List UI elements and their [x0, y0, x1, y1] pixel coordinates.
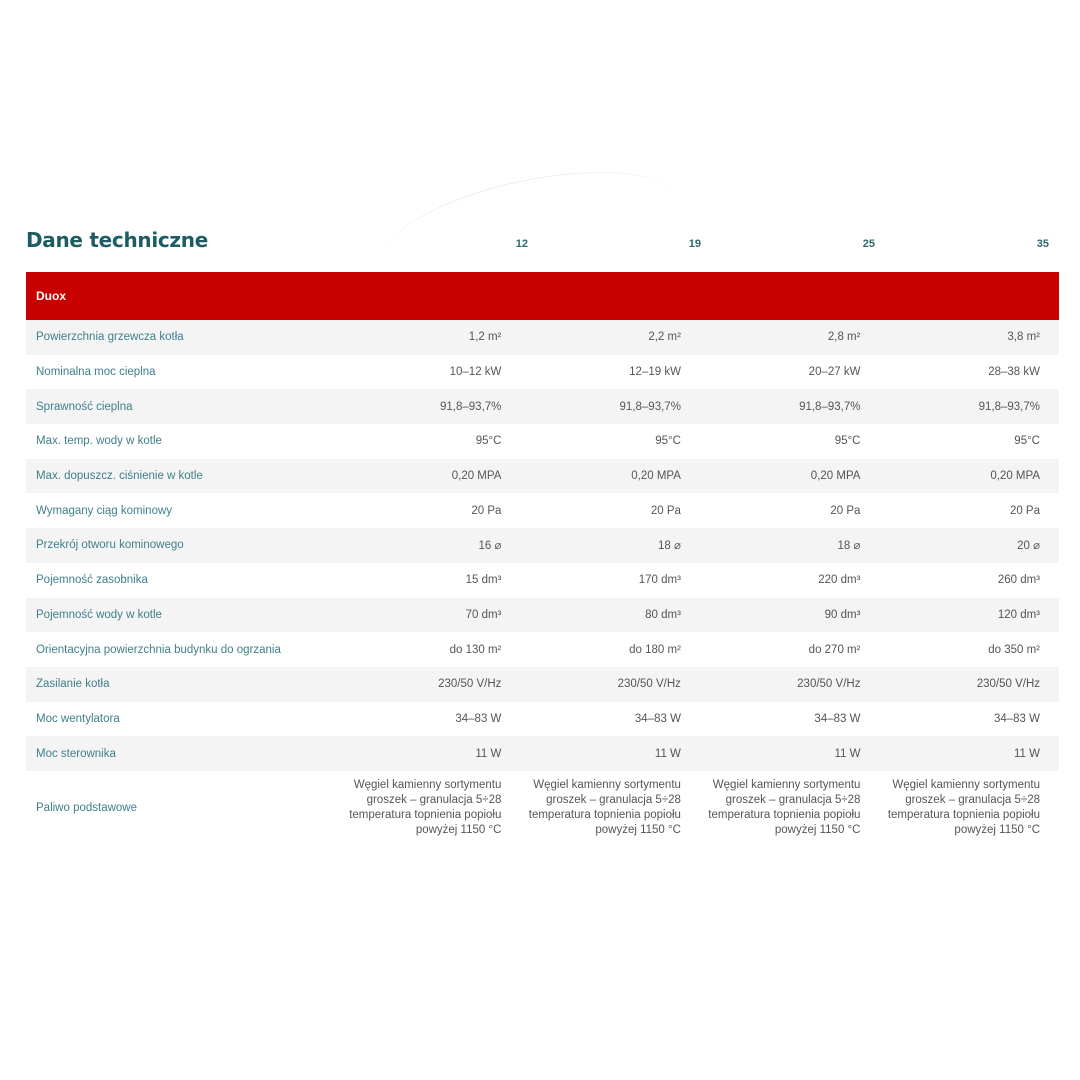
- row-label: Zasilanie kotła: [26, 666, 341, 702]
- cell-value: Węgiel kamienny sortymentu groszek – gra…: [887, 779, 1040, 837]
- table-row: Paliwo podstawowe Węgiel kamienny sortyme…: [26, 771, 1059, 846]
- cell-value: 260 dm³: [997, 574, 1040, 587]
- row-label: Wymagany ciąg kominowy: [36, 504, 173, 517]
- table-row: Moc sterownika 11 W 11 W 11 W 11 W: [26, 736, 1059, 771]
- table-row: Przekrój otworu kominowego 16 ⌀ 18 ⌀ 18 ⌀ 20…: [26, 528, 1059, 563]
- cell-value: 18 ⌀: [520, 528, 700, 563]
- table-row: Orientacyjna powierzchnia budynku do ogr…: [26, 632, 1059, 667]
- row-label: Pojemność zasobnika: [36, 574, 148, 587]
- cell-value: 11 W: [699, 736, 880, 771]
- table-row: Powierzchnia grzewcza kotła 1,2 m² 2,2 m² 2…: [26, 320, 1059, 355]
- cell-value: 20 Pa: [1009, 504, 1040, 517]
- row-label: Moc wentylatora: [36, 712, 120, 725]
- row-label: Przekrój otworu kominowego: [26, 528, 341, 563]
- cell-value: 91,8–93,7%: [520, 389, 700, 425]
- page-title: Dane techniczne: [26, 228, 208, 252]
- cell-value: 34–83 W: [455, 712, 502, 725]
- cell-value: 10–12 kW: [449, 366, 502, 379]
- row-label: Moc sterownika: [26, 736, 341, 771]
- cell-value: Węgiel kamienny sortymentu groszek – gra…: [708, 779, 861, 837]
- table-row: Wymagany ciąg kominowy 20 Pa 20 Pa 20 Pa 20 …: [26, 493, 1059, 528]
- cell-value: 220 dm³: [818, 574, 861, 587]
- cell-value: 1,2 m²: [340, 320, 521, 355]
- column-header-25: 25: [862, 238, 875, 250]
- table-row: Moc wentylatora 34–83 W 34–83 W 34–83 W 34–8…: [26, 702, 1059, 737]
- row-label: Pojemność wody w kotle: [26, 597, 341, 633]
- cell-value: do 180 m²: [629, 643, 681, 656]
- cell-value: 11 W: [879, 736, 1059, 771]
- column-header-19: 19: [688, 238, 701, 250]
- technical-data-table: Duox Powierzchnia grzewcza kotła 1,2 m² 2,…: [26, 272, 1059, 846]
- cell-value: 91,8–93,7%: [340, 389, 521, 425]
- table-row: Pojemność zasobnika 15 dm³ 170 dm³ 220 dm³ 2…: [26, 563, 1059, 598]
- cell-value: 0,20 MPA: [699, 458, 880, 494]
- cell-value: 2,2 m²: [520, 320, 700, 355]
- table-row: Zasilanie kotła 230/50 V/Hz 230/50 V/Hz 230…: [26, 666, 1059, 702]
- cell-value: 20 Pa: [830, 504, 861, 517]
- cell-value: 20–27 kW: [808, 366, 861, 379]
- cell-value: 28–38 kW: [988, 366, 1040, 379]
- cell-value: 95°C: [1014, 435, 1040, 448]
- column-header-35: 35: [1036, 238, 1049, 250]
- table-row: Sprawność cieplna 91,8–93,7% 91,8–93,7% 91,…: [26, 389, 1059, 425]
- table-row: Nominalna moc cieplna 10–12 kW 12–19 kW 20–…: [26, 355, 1059, 390]
- cell-value: 11 W: [520, 736, 700, 771]
- cell-value: do 130 m²: [449, 643, 502, 656]
- cell-value: 230/50 V/Hz: [879, 666, 1059, 702]
- row-label: Powierzchnia grzewcza kotła: [26, 320, 341, 355]
- cell-value: 18 ⌀: [699, 528, 880, 563]
- column-header-12: 12: [515, 238, 528, 250]
- table-row: Max. dopuszcz. ciśnienie w kotle 0,20 MPA…: [26, 458, 1059, 494]
- row-label: Nominalna moc cieplna: [36, 366, 156, 379]
- table-row: Pojemność wody w kotle 70 dm³ 80 dm³ 90 dm³…: [26, 597, 1059, 633]
- cell-value: 95°C: [834, 435, 861, 448]
- cell-value: 230/50 V/Hz: [699, 666, 880, 702]
- cell-value: 0,20 MPA: [879, 458, 1059, 494]
- cell-value: 70 dm³: [340, 597, 521, 633]
- cell-value: 34–83 W: [993, 712, 1040, 725]
- cell-value: 90 dm³: [699, 597, 880, 633]
- cell-value: 91,8–93,7%: [879, 389, 1059, 425]
- cell-value: do 270 m²: [808, 643, 861, 656]
- cell-value: 20 ⌀: [879, 528, 1059, 563]
- cell-value: 170 dm³: [638, 574, 681, 587]
- cell-value: 120 dm³: [879, 597, 1059, 633]
- cell-value: 20 Pa: [471, 504, 502, 517]
- cell-value: do 350 m²: [988, 643, 1040, 656]
- cell-value: 34–83 W: [814, 712, 861, 725]
- cell-value: 80 dm³: [520, 597, 700, 633]
- cell-value: 34–83 W: [634, 712, 681, 725]
- cell-value: 95°C: [655, 435, 681, 448]
- cell-value: 3,8 m²: [879, 320, 1059, 355]
- cell-value: 11 W: [340, 736, 521, 771]
- cell-value: 0,20 MPA: [520, 458, 700, 494]
- cell-value: 230/50 V/Hz: [520, 666, 700, 702]
- row-label: Max. temp. wody w kotle: [36, 435, 162, 448]
- cell-value: 0,20 MPA: [340, 458, 521, 494]
- table-row: Max. temp. wody w kotle 95°C 95°C 95°C 95°C: [26, 424, 1059, 459]
- cell-value: 20 Pa: [650, 504, 681, 517]
- cell-value: 2,8 m²: [699, 320, 880, 355]
- cell-value: 15 dm³: [465, 574, 502, 587]
- cell-value: 91,8–93,7%: [699, 389, 880, 425]
- group-header: Duox: [26, 272, 1059, 320]
- cell-value: 95°C: [475, 435, 502, 448]
- row-label: Sprawność cieplna: [26, 389, 341, 425]
- row-label: Max. dopuszcz. ciśnienie w kotle: [26, 458, 341, 494]
- cell-value: 12–19 kW: [629, 366, 681, 379]
- cell-value: 16 ⌀: [340, 528, 521, 563]
- cell-value: Węgiel kamienny sortymentu groszek – gra…: [349, 779, 502, 837]
- cell-value: Węgiel kamienny sortymentu groszek – gra…: [528, 779, 681, 837]
- row-label: Orientacyjna powierzchnia budynku do ogr…: [36, 643, 281, 656]
- row-label: Paliwo podstawowe: [36, 801, 138, 814]
- cell-value: 230/50 V/Hz: [340, 666, 521, 702]
